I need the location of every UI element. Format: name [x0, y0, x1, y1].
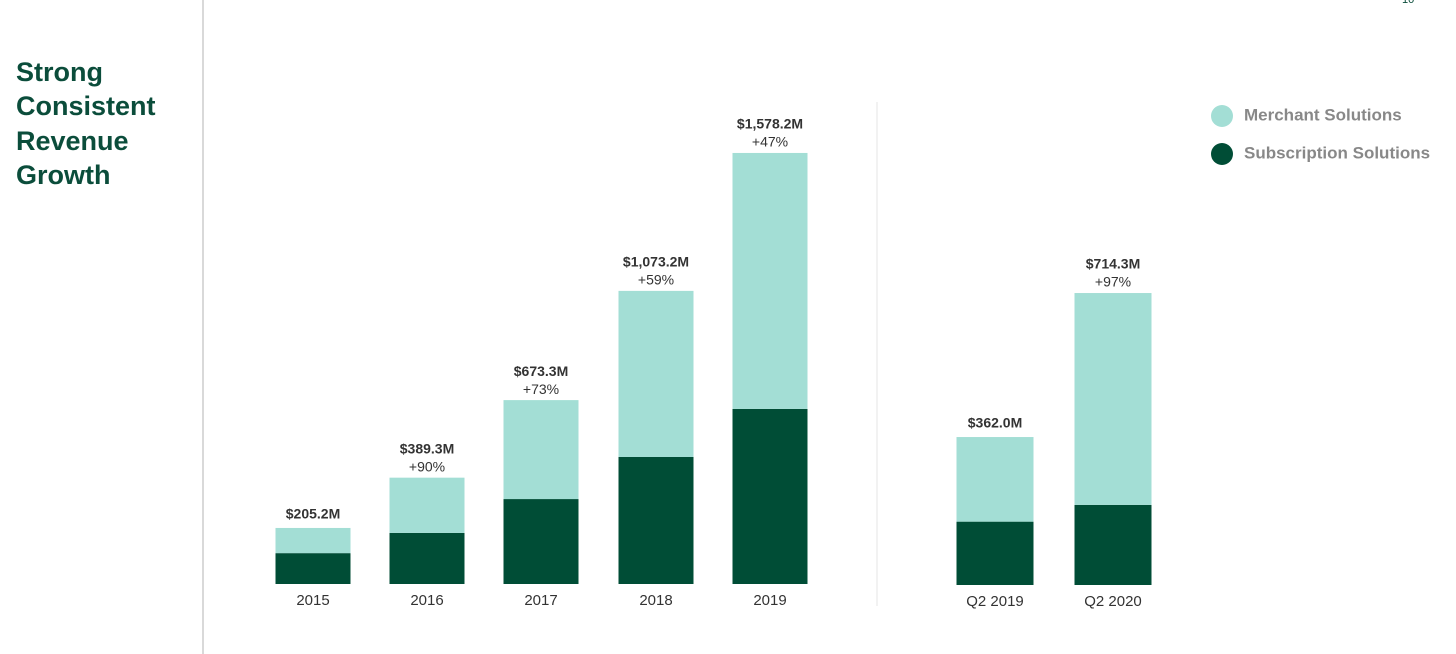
legend-label: Merchant Solutions — [1244, 105, 1402, 124]
total-label: $714.3M — [1086, 256, 1140, 272]
bar-segment — [732, 408, 808, 584]
x-tick-label: 2017 — [524, 592, 557, 609]
slide-title: Consistent — [16, 91, 156, 121]
legend-label: Subscription Solutions — [1244, 143, 1430, 162]
slide-title: Revenue — [16, 126, 129, 156]
legend-swatch — [1211, 105, 1233, 127]
bar-segment — [503, 400, 579, 500]
growth-label: +97% — [1095, 274, 1131, 290]
bar-segment — [618, 456, 694, 584]
x-tick-label: 2016 — [410, 592, 443, 609]
slide-title: Growth — [16, 160, 111, 190]
total-label: $673.3M — [514, 363, 568, 379]
bar-segment — [1074, 293, 1152, 505]
bar-segment — [956, 521, 1034, 585]
x-tick-label: Q2 2019 — [966, 593, 1024, 610]
total-label: $205.2M — [286, 506, 340, 522]
bar-segment — [732, 152, 808, 409]
legend-swatch — [1211, 143, 1233, 165]
bar-segment — [389, 532, 465, 584]
bar-segment — [956, 437, 1034, 522]
total-label: $389.3M — [400, 440, 454, 456]
bar-segment — [503, 499, 579, 584]
slide-title: Strong — [16, 57, 103, 87]
bar-segment — [389, 477, 465, 533]
x-tick-label: 2019 — [753, 592, 786, 609]
bar-segment — [1074, 504, 1152, 585]
growth-label: +47% — [752, 134, 788, 150]
growth-label: +90% — [409, 458, 445, 474]
total-label: $1,578.2M — [737, 116, 803, 132]
x-tick-label: 2015 — [296, 592, 329, 609]
page-number: 10 — [1402, 0, 1414, 6]
growth-label: +73% — [523, 381, 559, 397]
bar-segment — [275, 553, 351, 584]
x-tick-label: Q2 2020 — [1084, 593, 1142, 610]
total-label: $1,073.2M — [623, 254, 689, 270]
growth-label: +59% — [638, 272, 674, 288]
x-tick-label: 2018 — [639, 592, 672, 609]
bar-segment — [618, 290, 694, 457]
bar-segment — [275, 527, 351, 554]
total-label: $362.0M — [968, 415, 1022, 431]
